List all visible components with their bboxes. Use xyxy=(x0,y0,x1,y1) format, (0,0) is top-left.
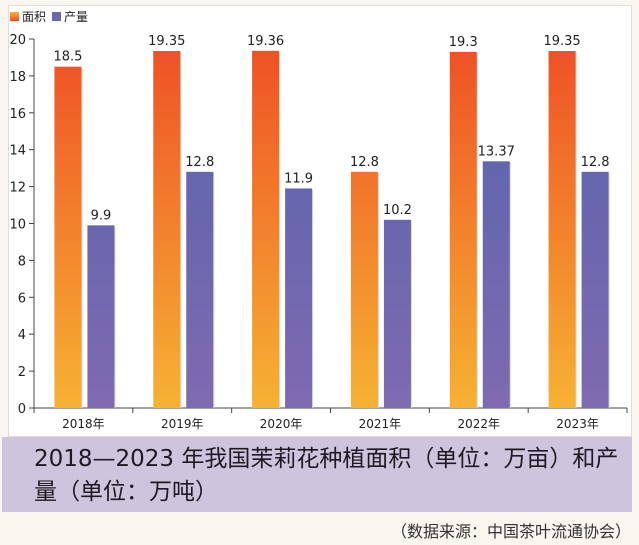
bar-value-label: 19.36 xyxy=(247,34,284,49)
bar-area xyxy=(54,66,82,409)
y-tick-label: 20 xyxy=(9,33,26,48)
y-tick-label: 12 xyxy=(9,181,26,196)
bar-area xyxy=(449,51,477,408)
bar-output xyxy=(581,171,609,408)
bar-area xyxy=(252,50,280,409)
y-tick-label: 18 xyxy=(9,70,26,85)
y-tick-label: 16 xyxy=(9,107,26,122)
bar-value-label: 13.37 xyxy=(478,144,515,159)
caption-band: 2018—2023 年我国茉莉花种植面积（单位：万亩）和产量（单位：万吨） xyxy=(2,437,632,512)
bar-value-label: 12.8 xyxy=(581,155,610,170)
bar-value-label: 19.35 xyxy=(543,34,580,49)
bar-area xyxy=(153,50,181,409)
legend-swatch-area xyxy=(10,12,19,21)
bar-output xyxy=(482,161,510,408)
bar-value-label: 19.3 xyxy=(449,35,478,50)
x-tick-label: 2023年 xyxy=(556,417,599,431)
x-tick-label: 2021年 xyxy=(359,417,402,431)
bar-value-label: 12.8 xyxy=(350,155,379,170)
bar-output xyxy=(87,225,115,408)
bar-value-label: 18.5 xyxy=(53,50,82,65)
legend-item-output: 产量 xyxy=(52,8,88,25)
y-tick-label: 8 xyxy=(18,254,26,269)
bar-output xyxy=(383,219,411,408)
y-tick-label: 10 xyxy=(9,218,26,233)
legend-label-area: 面积 xyxy=(22,10,47,24)
bar-output xyxy=(186,171,214,408)
bar-value-label: 11.9 xyxy=(284,171,313,186)
bar-area xyxy=(350,171,378,408)
bar-area xyxy=(548,50,576,409)
bar-output xyxy=(285,188,313,408)
x-tick-label: 2020年 xyxy=(260,417,303,431)
bar-value-label: 19.35 xyxy=(148,34,185,49)
bar-value-label: 9.9 xyxy=(91,208,112,223)
bar-chart: 0 2 4 6 8 10 12 14 16 18 20 2018年 18.5 9.9 2019年 19.35 1… xyxy=(9,33,628,431)
data-source: （数据来源：中国茶叶流通协会） xyxy=(390,522,631,541)
legend-swatch-output xyxy=(52,12,62,21)
legend-label-output: 产量 xyxy=(64,10,89,24)
x-tick-label: 2022年 xyxy=(457,417,500,431)
bar-value-label: 12.8 xyxy=(185,155,214,170)
bar-value-label: 10.2 xyxy=(383,203,412,218)
y-tick-label: 14 xyxy=(9,144,26,159)
y-tick-label: 6 xyxy=(18,291,26,306)
legend-item-area: 面积 xyxy=(10,8,46,25)
x-tick-label: 2019年 xyxy=(161,417,204,431)
y-tick-label: 0 xyxy=(18,402,26,417)
y-tick-label: 2 xyxy=(18,365,26,380)
chart-caption: 2018—2023 年我国茉莉花种植面积（单位：万亩）和产量（单位：万吨） xyxy=(34,446,619,505)
legend: 面积 产量 xyxy=(10,8,94,25)
y-tick-label: 4 xyxy=(18,328,26,343)
x-tick-label: 2018年 xyxy=(62,417,105,431)
